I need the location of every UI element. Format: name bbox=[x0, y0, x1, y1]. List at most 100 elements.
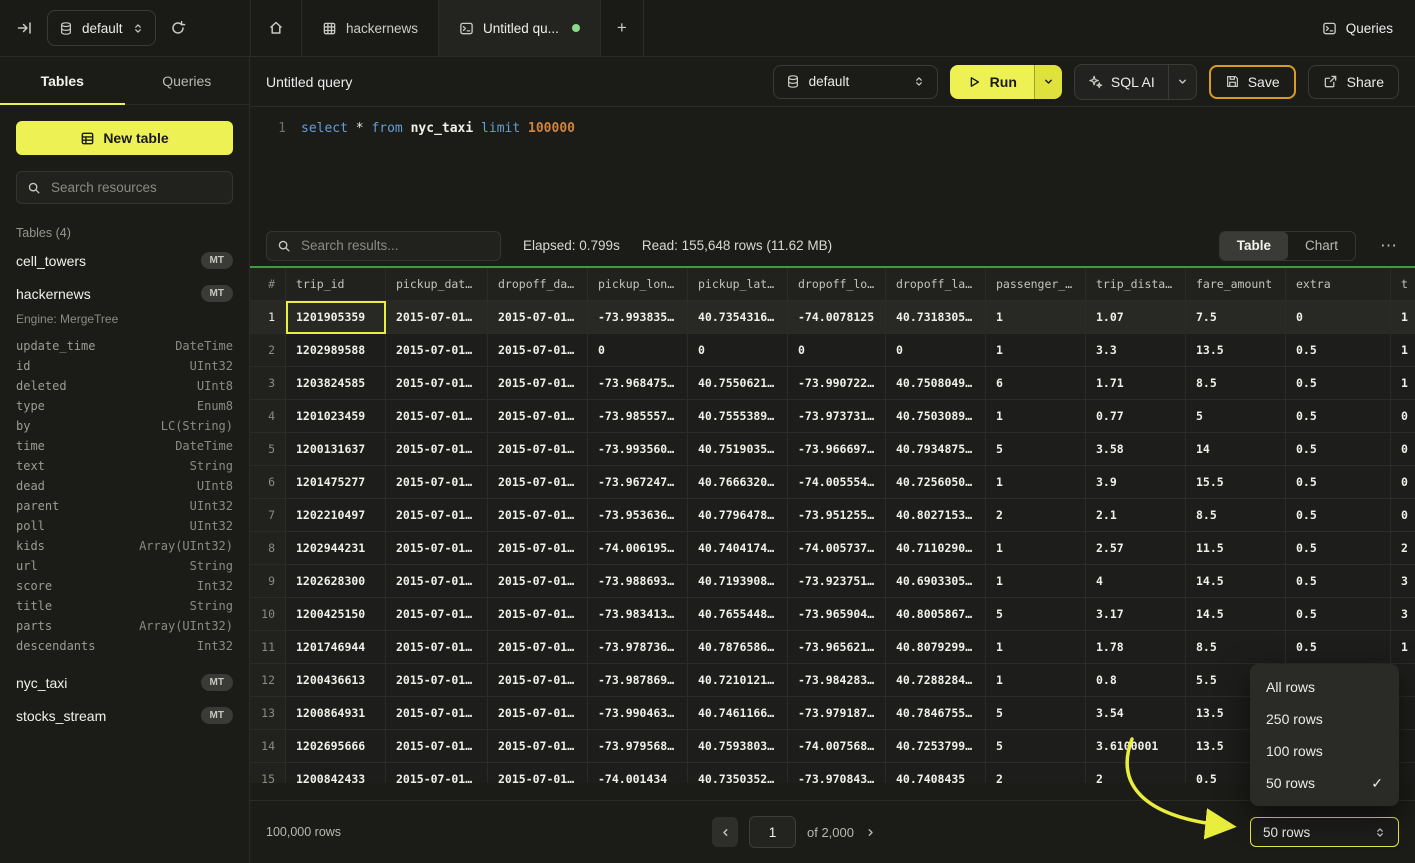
query-database-selector[interactable]: default bbox=[773, 65, 938, 99]
cell[interactable]: 1 bbox=[1391, 367, 1415, 400]
column-header[interactable]: pickup_lon… bbox=[588, 268, 688, 301]
cell[interactable]: 0 bbox=[1286, 301, 1391, 334]
cell[interactable]: 14.5 bbox=[1186, 598, 1286, 631]
save-button[interactable]: Save bbox=[1209, 65, 1296, 99]
cell[interactable]: 1200436613 bbox=[286, 664, 386, 697]
column-header[interactable]: # bbox=[250, 268, 286, 301]
cell[interactable]: -74.005554… bbox=[788, 466, 886, 499]
cell[interactable]: -74.006195… bbox=[588, 532, 688, 565]
cell[interactable]: 1.78 bbox=[1086, 631, 1186, 664]
rows-menu-option[interactable]: All rows bbox=[1250, 671, 1399, 703]
cell[interactable]: -73.967247… bbox=[588, 466, 688, 499]
sql-editor[interactable]: 1 select * from nyc_taxi limit 100000 bbox=[250, 107, 1415, 225]
cell[interactable]: 2015-07-01… bbox=[488, 466, 588, 499]
cell[interactable]: 1 bbox=[986, 565, 1086, 598]
column-header[interactable]: fare_amount bbox=[1186, 268, 1286, 301]
cell[interactable]: 40.7461166… bbox=[688, 697, 788, 730]
row-number[interactable]: 4 bbox=[250, 400, 286, 433]
rows-menu-option[interactable]: 250 rows bbox=[1250, 703, 1399, 735]
page-number-input[interactable] bbox=[749, 816, 796, 848]
cell[interactable]: 2015-07-01… bbox=[488, 367, 588, 400]
cell[interactable]: 15.5 bbox=[1186, 466, 1286, 499]
cell[interactable]: -73.987869… bbox=[588, 664, 688, 697]
refresh-icon[interactable] bbox=[170, 20, 186, 36]
previous-page-button[interactable] bbox=[712, 817, 738, 847]
cell[interactable]: 8.5 bbox=[1186, 367, 1286, 400]
next-page-button[interactable] bbox=[865, 827, 876, 838]
cell[interactable]: 2015-07-01… bbox=[386, 499, 488, 532]
cell[interactable]: 6 bbox=[986, 367, 1086, 400]
cell[interactable]: -74.001434 bbox=[588, 763, 688, 783]
cell[interactable]: 2015-07-01… bbox=[488, 433, 588, 466]
cell[interactable]: 0.8 bbox=[1086, 664, 1186, 697]
cell[interactable]: 1 bbox=[1391, 301, 1415, 334]
column-header[interactable]: dropoff_la… bbox=[886, 268, 986, 301]
new-table-button[interactable]: New table bbox=[16, 121, 233, 155]
cell[interactable]: -73.993835… bbox=[588, 301, 688, 334]
rows-menu-option[interactable]: 100 rows bbox=[1250, 735, 1399, 767]
more-options-button[interactable]: ⋯ bbox=[1378, 236, 1399, 256]
cell[interactable]: 40.8005867… bbox=[886, 598, 986, 631]
row-number[interactable]: 2 bbox=[250, 334, 286, 367]
sql-ai-options-button[interactable] bbox=[1168, 65, 1196, 99]
cell[interactable]: 5 bbox=[986, 697, 1086, 730]
column-header[interactable]: trip_dista… bbox=[1086, 268, 1186, 301]
cell[interactable]: 2015-07-01… bbox=[488, 664, 588, 697]
row-number[interactable]: 9 bbox=[250, 565, 286, 598]
share-button[interactable]: Share bbox=[1308, 65, 1399, 99]
cell[interactable]: 2015-07-01… bbox=[386, 367, 488, 400]
cell[interactable]: 2015-07-01… bbox=[386, 433, 488, 466]
cell[interactable]: 1202989588 bbox=[286, 334, 386, 367]
cell[interactable]: 0.5 bbox=[1286, 631, 1391, 664]
cell[interactable]: 40.7404174… bbox=[688, 532, 788, 565]
row-number[interactable]: 3 bbox=[250, 367, 286, 400]
cell[interactable]: 2015-07-01… bbox=[386, 631, 488, 664]
cell[interactable]: 5 bbox=[986, 433, 1086, 466]
cell[interactable]: 0.5 bbox=[1286, 598, 1391, 631]
cell[interactable]: 0.5 bbox=[1286, 334, 1391, 367]
sql-ai-button[interactable]: SQL AI bbox=[1075, 65, 1168, 99]
cell[interactable]: 7.5 bbox=[1186, 301, 1286, 334]
column-header[interactable]: dropoff_da… bbox=[488, 268, 588, 301]
cell[interactable]: 1 bbox=[986, 400, 1086, 433]
column-header[interactable]: t bbox=[1391, 268, 1415, 301]
column-header[interactable]: pickup_dat… bbox=[386, 268, 488, 301]
cell[interactable]: 40.6903305… bbox=[886, 565, 986, 598]
queries-link[interactable]: Queries bbox=[1300, 0, 1415, 56]
cell[interactable]: 3.6100001 bbox=[1086, 730, 1186, 763]
cell[interactable]: 2015-07-01… bbox=[488, 532, 588, 565]
cell[interactable]: 14 bbox=[1186, 433, 1286, 466]
cell[interactable]: -73.990722… bbox=[788, 367, 886, 400]
cell[interactable]: 4 bbox=[1086, 565, 1186, 598]
cell[interactable]: 40.7555389… bbox=[688, 400, 788, 433]
cell[interactable]: 1202944231 bbox=[286, 532, 386, 565]
tab-untitled-query[interactable]: Untitled qu... bbox=[439, 0, 601, 56]
cell[interactable]: 2015-07-01… bbox=[488, 499, 588, 532]
sidebar-item-nyc-taxi[interactable]: nyc_taxi MT bbox=[0, 666, 249, 699]
cell[interactable]: 0 bbox=[688, 334, 788, 367]
cell[interactable]: -73.988693… bbox=[588, 565, 688, 598]
cell[interactable]: 3 bbox=[1391, 598, 1415, 631]
cell[interactable]: 0.5 bbox=[1286, 433, 1391, 466]
cell[interactable]: 2015-07-01… bbox=[386, 598, 488, 631]
cell[interactable]: 40.7876586… bbox=[688, 631, 788, 664]
cell[interactable]: 11.5 bbox=[1186, 532, 1286, 565]
cell[interactable]: 2015-07-01… bbox=[386, 334, 488, 367]
cell[interactable]: -73.923751… bbox=[788, 565, 886, 598]
cell[interactable]: 40.8079299… bbox=[886, 631, 986, 664]
cell[interactable]: -73.990463… bbox=[588, 697, 688, 730]
row-number[interactable]: 11 bbox=[250, 631, 286, 664]
cell[interactable]: 1.07 bbox=[1086, 301, 1186, 334]
cell[interactable]: 0.5 bbox=[1286, 499, 1391, 532]
cell[interactable]: 2015-07-01… bbox=[386, 466, 488, 499]
new-tab-button[interactable]: + bbox=[601, 0, 644, 56]
row-number[interactable]: 1 bbox=[250, 301, 286, 334]
cell[interactable]: 40.7503089… bbox=[886, 400, 986, 433]
column-header[interactable]: pickup_lat… bbox=[688, 268, 788, 301]
cell[interactable]: 1201746944 bbox=[286, 631, 386, 664]
cell[interactable]: 40.7110290… bbox=[886, 532, 986, 565]
cell[interactable]: 0.5 bbox=[1286, 400, 1391, 433]
search-results-input[interactable] bbox=[299, 237, 490, 254]
cell[interactable]: 1201905359 bbox=[286, 301, 386, 334]
run-button[interactable]: Run bbox=[950, 65, 1034, 99]
